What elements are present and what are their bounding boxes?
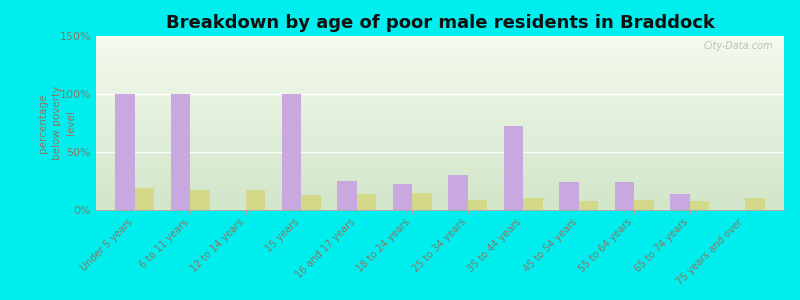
Bar — [559, 182, 578, 210]
Bar — [670, 194, 690, 210]
Bar — [190, 190, 210, 210]
Bar — [338, 181, 357, 210]
Legend: Braddock, Pennsylvania: Braddock, Pennsylvania — [290, 299, 521, 300]
Title: Breakdown by age of poor male residents in Braddock: Breakdown by age of poor male residents … — [166, 14, 714, 32]
Bar — [171, 94, 190, 210]
Bar — [357, 194, 376, 210]
Bar — [523, 198, 542, 210]
Bar — [135, 188, 154, 210]
Bar — [412, 193, 432, 210]
Bar — [393, 184, 412, 210]
Y-axis label: percentage
below poverty
level: percentage below poverty level — [38, 86, 76, 160]
Bar — [634, 200, 654, 210]
Bar — [282, 94, 302, 210]
Bar — [614, 182, 634, 210]
Bar — [578, 201, 598, 210]
Bar — [745, 198, 765, 210]
Bar — [468, 200, 487, 210]
Bar — [246, 190, 266, 210]
Bar — [448, 175, 468, 210]
Bar — [115, 94, 135, 210]
Bar — [302, 195, 321, 210]
Bar — [504, 127, 523, 210]
Bar — [690, 201, 709, 210]
Text: City-Data.com: City-Data.com — [704, 41, 774, 51]
